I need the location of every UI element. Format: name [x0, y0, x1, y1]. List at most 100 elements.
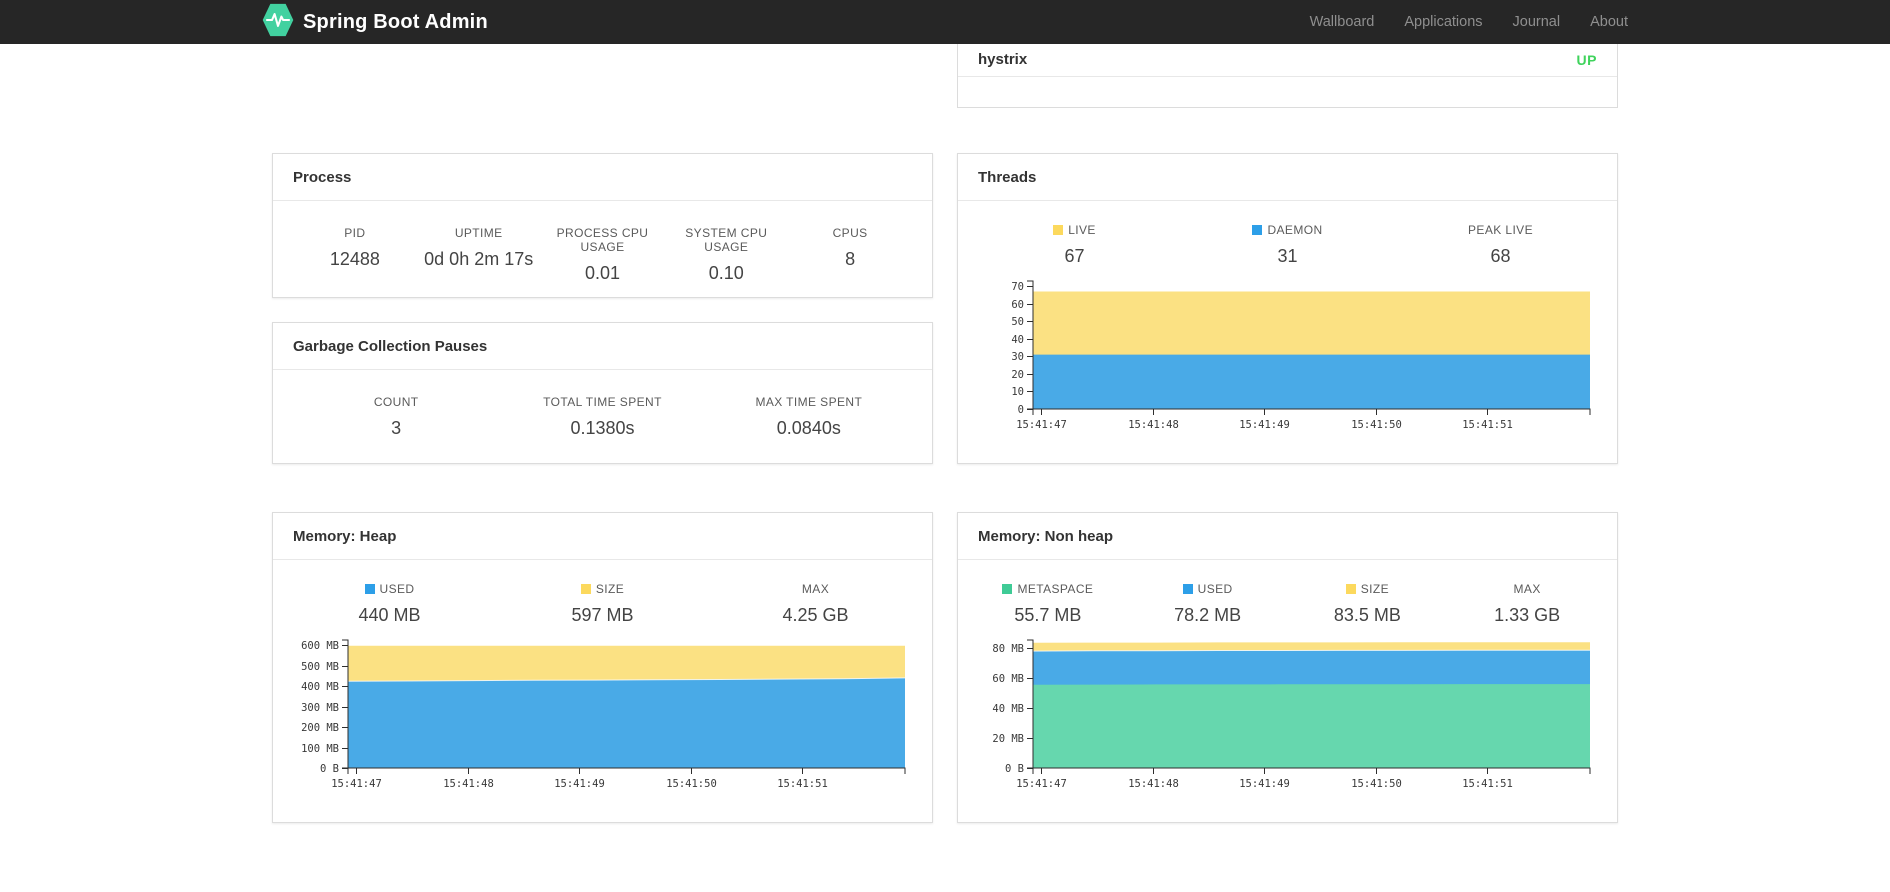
- svg-text:200 MB: 200 MB: [301, 722, 339, 734]
- empty-spacer: [272, 44, 933, 108]
- legend-swatch-icon: [1002, 584, 1013, 594]
- legend-item: USED 440 MB: [283, 582, 496, 626]
- stat-item: UPTIME 0d 0h 2m 17s: [417, 226, 541, 284]
- svg-text:400 MB: 400 MB: [301, 681, 339, 693]
- legend-value: 78.2 MB: [1174, 605, 1242, 625]
- nav-link-applications[interactable]: Applications: [1404, 14, 1483, 30]
- stat-label: TOTAL TIME SPENT: [543, 395, 662, 409]
- process-stats: PID 12488 UPTIME 0d 0h 2m 17s PROCESS CPU US…: [273, 201, 932, 284]
- stat-value: 0.0840s: [776, 418, 841, 438]
- svg-text:15:41:51: 15:41:51: [1462, 419, 1513, 431]
- stat-label: PROCESS CPU USAGE: [556, 226, 649, 254]
- legend-item: SIZE 597 MB: [496, 582, 709, 626]
- svg-text:300 MB: 300 MB: [301, 702, 339, 714]
- nav-link-about[interactable]: About: [1590, 14, 1628, 30]
- stat-value: 8: [845, 249, 856, 269]
- svg-text:80 MB: 80 MB: [992, 643, 1024, 655]
- process-card-title: Process: [273, 154, 932, 201]
- heap-card-title: Memory: Heap: [273, 513, 932, 560]
- legend-label: SIZE: [1288, 582, 1448, 596]
- svg-text:0: 0: [1018, 404, 1024, 416]
- threads-legend: LIVE 67 DAEMON 31 PEAK LIVE 68: [958, 201, 1617, 267]
- legend-item: MAX 4.25 GB: [709, 582, 922, 626]
- legend-label: PEAK LIVE: [1468, 223, 1533, 237]
- legend-item: SIZE 83.5 MB: [1288, 582, 1448, 626]
- legend-value: 597 MB: [571, 605, 634, 625]
- app-title: Spring Boot Admin: [303, 10, 488, 33]
- spring-boot-admin-logo-icon: [262, 3, 294, 42]
- stat-item: TOTAL TIME SPENT 0.1380s: [499, 395, 705, 439]
- svg-text:15:41:49: 15:41:49: [554, 778, 605, 790]
- legend-label: DAEMON: [1181, 223, 1394, 237]
- main-grid: Process PID 12488 UPTIME 0d 0h 2m 17s PROCES…: [272, 153, 1618, 464]
- threads-card: Threads LIVE 67 DAEMON 31 PEAK LIVE 68 0 10 20 3…: [957, 153, 1618, 464]
- stat-item: SYSTEM CPU USAGE 0.10: [664, 226, 788, 284]
- stat-value: 0.1380s: [570, 418, 635, 438]
- svg-text:60: 60: [1011, 299, 1024, 311]
- stat-label: PID: [344, 226, 366, 240]
- svg-text:30: 30: [1011, 351, 1024, 363]
- stat-value: 0d 0h 2m 17s: [424, 249, 534, 269]
- stat-item: MAX TIME SPENT 0.0840s: [706, 395, 912, 439]
- legend-label: SIZE: [496, 582, 709, 596]
- memory-heap-card: Memory: Heap USED 440 MB SIZE 597 MB MAX 4.25…: [272, 512, 933, 823]
- application-status-card: hystrix UP: [957, 44, 1618, 108]
- legend-item: LIVE 67: [968, 223, 1181, 267]
- nav-link-journal[interactable]: Journal: [1512, 14, 1561, 30]
- application-status-badge: UP: [1576, 52, 1597, 68]
- legend-swatch-icon: [1053, 225, 1064, 235]
- legend-item: METASPACE 55.7 MB: [968, 582, 1128, 626]
- svg-text:0 B: 0 B: [1005, 763, 1024, 775]
- nav-link-wallboard[interactable]: Wallboard: [1309, 14, 1375, 30]
- brand[interactable]: Spring Boot Admin: [262, 3, 488, 42]
- stat-value: 0.01: [584, 263, 621, 283]
- legend-value: 1.33 GB: [1494, 605, 1561, 625]
- legend-value: 67: [1064, 246, 1085, 266]
- process-card: Process PID 12488 UPTIME 0d 0h 2m 17s PROCES…: [272, 153, 933, 298]
- legend-label: MAX: [801, 582, 830, 596]
- svg-text:15:41:51: 15:41:51: [777, 778, 828, 790]
- svg-text:15:41:50: 15:41:50: [1351, 778, 1402, 790]
- svg-text:600 MB: 600 MB: [301, 640, 339, 652]
- nonheap-legend: METASPACE 55.7 MB USED 78.2 MB SIZE 83.5 MB MA…: [958, 560, 1617, 626]
- heap-chart: 0 B 100 MB 200 MB 300 MB 400 MB 500 MB 600 MB 1…: [273, 634, 932, 796]
- nonheap-chart: 0 B 20 MB 40 MB 60 MB 80 MB 15:41:47 15:41:48 1…: [958, 634, 1617, 796]
- stat-label: COUNT: [373, 395, 419, 409]
- legend-swatch-icon: [364, 584, 375, 594]
- application-row[interactable]: hystrix UP: [958, 44, 1617, 77]
- legend-item: USED 78.2 MB: [1128, 582, 1288, 626]
- svg-text:20 MB: 20 MB: [992, 733, 1024, 745]
- legend-item: DAEMON 31: [1181, 223, 1394, 267]
- svg-text:15:41:48: 15:41:48: [1128, 778, 1179, 790]
- gc-stats: COUNT 3 TOTAL TIME SPENT 0.1380s MAX TIME SP…: [273, 370, 932, 439]
- memory-nonheap-card: Memory: Non heap METASPACE 55.7 MB USED 78.…: [957, 512, 1618, 823]
- legend-value: 68: [1490, 246, 1511, 266]
- nonheap-card-title: Memory: Non heap: [958, 513, 1617, 560]
- svg-text:40: 40: [1011, 334, 1024, 346]
- svg-text:15:41:49: 15:41:49: [1239, 778, 1290, 790]
- stat-item: PID 12488: [293, 226, 417, 284]
- legend-value: 4.25 GB: [782, 605, 849, 625]
- legend-value: 55.7 MB: [1014, 605, 1082, 625]
- stat-value: 3: [391, 418, 402, 438]
- svg-text:40 MB: 40 MB: [992, 703, 1024, 715]
- legend-value: 31: [1277, 246, 1298, 266]
- threads-chart: 0 10 20 30 40 50 60 70 15:41:47 15:41:48 15:41:49 1…: [958, 275, 1617, 437]
- svg-text:50: 50: [1011, 316, 1024, 328]
- svg-text:70: 70: [1011, 281, 1024, 293]
- svg-text:15:41:47: 15:41:47: [1016, 778, 1067, 790]
- heap-legend: USED 440 MB SIZE 597 MB MAX 4.25 GB: [273, 560, 932, 626]
- legend-swatch-icon: [1252, 225, 1263, 235]
- legend-value: 440 MB: [358, 605, 421, 625]
- legend-swatch-icon: [1182, 584, 1193, 594]
- legend-label: LIVE: [968, 223, 1181, 237]
- legend-value: 83.5 MB: [1333, 605, 1401, 625]
- legend-label: USED: [1128, 582, 1288, 596]
- svg-text:15:41:51: 15:41:51: [1462, 778, 1513, 790]
- svg-text:15:41:47: 15:41:47: [331, 778, 382, 790]
- svg-text:500 MB: 500 MB: [301, 661, 339, 673]
- status-row-grid: hystrix UP: [272, 44, 1618, 108]
- legend-item: PEAK LIVE 68: [1394, 223, 1607, 267]
- stat-label: CPUS: [832, 226, 868, 240]
- legend-label: MAX: [1513, 582, 1541, 596]
